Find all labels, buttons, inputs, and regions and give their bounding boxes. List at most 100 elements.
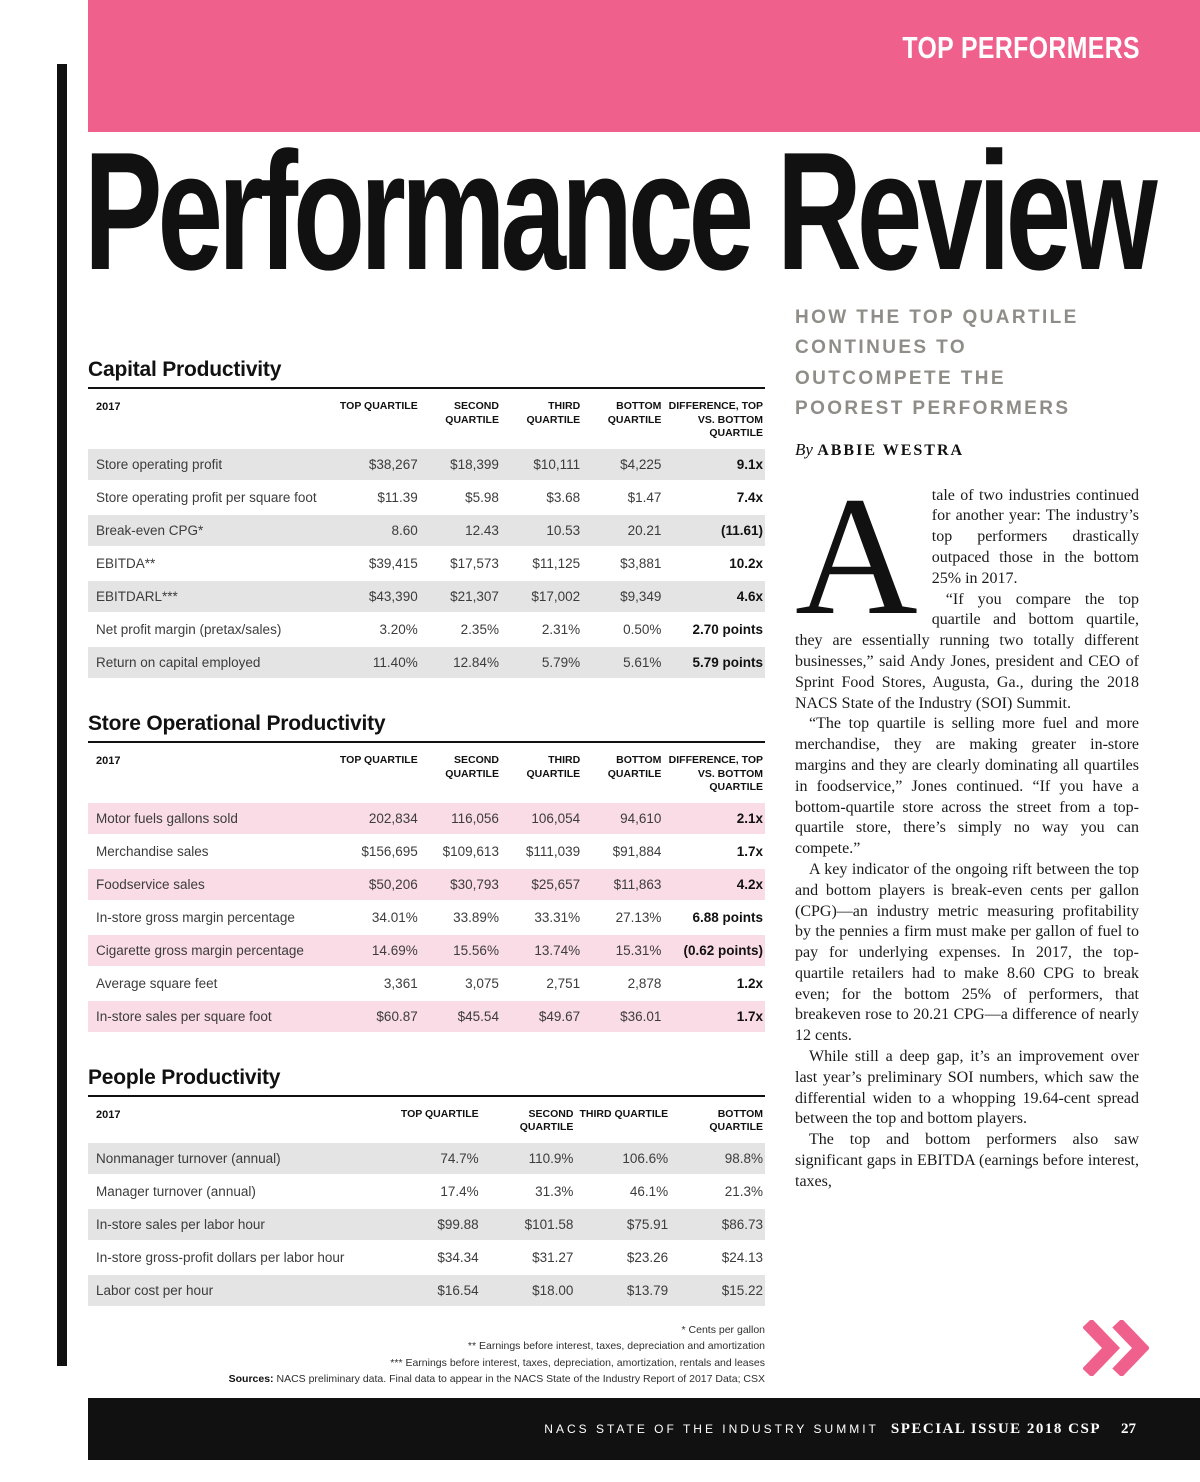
year-header: 2017 (96, 754, 121, 767)
table-row: EBITDA** $39,415 $17,573 $11,125 $3,881 10.2x (88, 546, 765, 581)
cell-value: 27.13% (582, 900, 664, 935)
column-header: THIRD QUARTILE (526, 400, 581, 426)
row-label: Store operating profit per square foot (88, 480, 339, 515)
cell-value: 0.50% (582, 612, 664, 647)
cell-value: 9.1x (663, 448, 765, 482)
cell-value: 3.20% (338, 612, 420, 647)
table-row: EBITDARL*** $43,390 $21,307 $17,002 $9,349 4.… (88, 579, 765, 614)
table-row: Motor fuels gallons sold 202,834 116,056 10… (88, 802, 765, 836)
cell-value: $38,267 (338, 448, 420, 482)
column-header: SECOND QUARTILE (445, 753, 499, 780)
table-row: Store operating profit per square foot $1… (88, 480, 765, 515)
cell-value: 1.2x (663, 966, 765, 1001)
cell-value: 11.40% (338, 645, 420, 680)
cell-value: $4,225 (582, 448, 664, 482)
article-deck: HOW THE TOP QUARTILE CONTINUES TO OUTCOM… (795, 307, 1079, 420)
row-label: Break-even CPG* (88, 513, 339, 548)
column-header: TOP QUARTILE (400, 1107, 479, 1120)
table-row: Net profit margin (pretax/sales) 3.20% 2.3… (88, 612, 765, 647)
cell-value: $34.34 (385, 1241, 481, 1276)
cell-value: $45.54 (419, 999, 501, 1034)
sources-line: Sources: NACS preliminary data. Final da… (88, 1371, 765, 1387)
cell-value: $3.68 (500, 480, 583, 515)
cell-value: $75.91 (575, 1208, 671, 1243)
section-title-capital-productivity: Capital Productivity (88, 358, 765, 389)
row-label: In-store gross margin percentage (88, 900, 339, 935)
cell-value: $9,349 (582, 579, 664, 614)
cell-value: $24.13 (670, 1241, 765, 1276)
cell-value: $13.79 (575, 1274, 671, 1309)
cell-value: 2.70 points (663, 612, 765, 647)
article-column: HOW THE TOP QUARTILE CONTINUES TO OUTCOM… (795, 303, 1151, 1381)
tables-column: Capital Productivity 2017 TOP QUARTILE SEC… (88, 358, 765, 1387)
cell-value: $16.54 (385, 1274, 481, 1309)
paragraph: The top and bottom performers also saw s… (795, 1131, 1139, 1190)
column-header: TOP QUARTILE (339, 400, 418, 412)
page-title: Performance Review (84, 117, 1158, 305)
capital-productivity-table: 2017 TOP QUARTILE SECOND QUARTILE THIRD QUA… (88, 391, 765, 680)
cell-value: 98.8% (670, 1143, 765, 1177)
cell-value: $11,125 (500, 546, 583, 581)
cell-value: 10.53 (500, 513, 583, 548)
table-row: Manager turnover (annual) 17.4% 31.3% 46.1%… (88, 1175, 765, 1210)
cell-value: $3,881 (582, 546, 664, 581)
row-label: In-store sales per labor hour (88, 1208, 386, 1243)
cell-value: $11.39 (338, 480, 420, 515)
cell-value: $60.87 (338, 999, 420, 1034)
row-label: Foodservice sales (88, 867, 339, 902)
cell-value: $50,206 (338, 867, 420, 902)
table-row: Labor cost per hour $16.54 $18.00 $13.79 $15… (88, 1274, 765, 1309)
cell-value: 116,056 (419, 802, 501, 836)
row-label: Cigarette gross margin percentage (88, 933, 339, 968)
cell-value: $111,039 (500, 834, 583, 869)
cell-value: 8.60 (338, 513, 420, 548)
paragraph: A key indicator of the ongoing rift betw… (795, 860, 1139, 1045)
cell-value: $10,111 (500, 448, 583, 482)
cell-value: 46.1% (575, 1175, 671, 1210)
cell-value: 4.6x (663, 579, 765, 614)
byline-author: ABBIE WESTRA (817, 441, 965, 459)
cell-value: 17.4% (385, 1175, 481, 1210)
cell-value: 15.31% (582, 933, 664, 968)
footnote: * Cents per gallon (681, 1324, 765, 1337)
cell-value: 5.79 points (663, 645, 765, 680)
column-header: THIRD QUARTILE (579, 1107, 669, 1120)
cell-value: $23.26 (575, 1241, 671, 1276)
store-operational-productivity-table: 2017 TOP QUARTILE SECOND QUARTILE THIRD QUA… (88, 745, 765, 1034)
cell-value: 2.31% (500, 612, 583, 647)
cell-value: 1.7x (663, 834, 765, 869)
column-header: THIRD QUARTILE (526, 753, 581, 780)
cell-value: 5.79% (500, 645, 583, 680)
left-rule-divider (57, 64, 67, 1366)
row-label: Motor fuels gallons sold (88, 802, 339, 836)
column-header: DIFFERENCE, TOP VS. BOTTOM QUARTILE (668, 400, 763, 440)
cell-value: $101.58 (480, 1208, 576, 1243)
footnote: ** Earnings before interest, taxes, depr… (467, 1340, 765, 1353)
table-row: Foodservice sales $50,206 $30,793 $25,657 $1… (88, 867, 765, 902)
cell-value: $15.22 (670, 1274, 765, 1309)
row-label: Average square feet (88, 966, 339, 1001)
cell-value: $109,613 (419, 834, 501, 869)
cell-value: $86.73 (670, 1208, 765, 1243)
paragraph: While still a deep gap, it’s an improvem… (795, 1048, 1139, 1128)
cell-value: $17,002 (500, 579, 583, 614)
cell-value: 2,751 (500, 966, 583, 1001)
cell-value: $1.47 (582, 480, 664, 515)
sources-text: NACS preliminary data. Final data to app… (276, 1372, 765, 1385)
table-row: Average square feet 3,361 3,075 2,751 2,878 1… (88, 966, 765, 1001)
cell-value: 202,834 (338, 802, 420, 836)
continued-chevrons-icon (1082, 1318, 1151, 1381)
table-footnotes: * Cents per gallon ** Earnings before in… (88, 1322, 765, 1387)
table-row: In-store sales per square foot $60.87 $45.… (88, 999, 765, 1034)
footer-page-number: 27 (1121, 1420, 1136, 1437)
table-row: Nonmanager turnover (annual) 74.7% 110.9% 1… (88, 1143, 765, 1177)
cell-value: 10.2x (663, 546, 765, 581)
cell-value: 4.2x (663, 867, 765, 902)
row-label: Return on capital employed (88, 645, 339, 680)
cell-value: (0.62 points) (663, 933, 765, 968)
cell-value: $21,307 (419, 579, 501, 614)
cell-value: $43,390 (338, 579, 420, 614)
cell-value: 7.4x (663, 480, 765, 515)
